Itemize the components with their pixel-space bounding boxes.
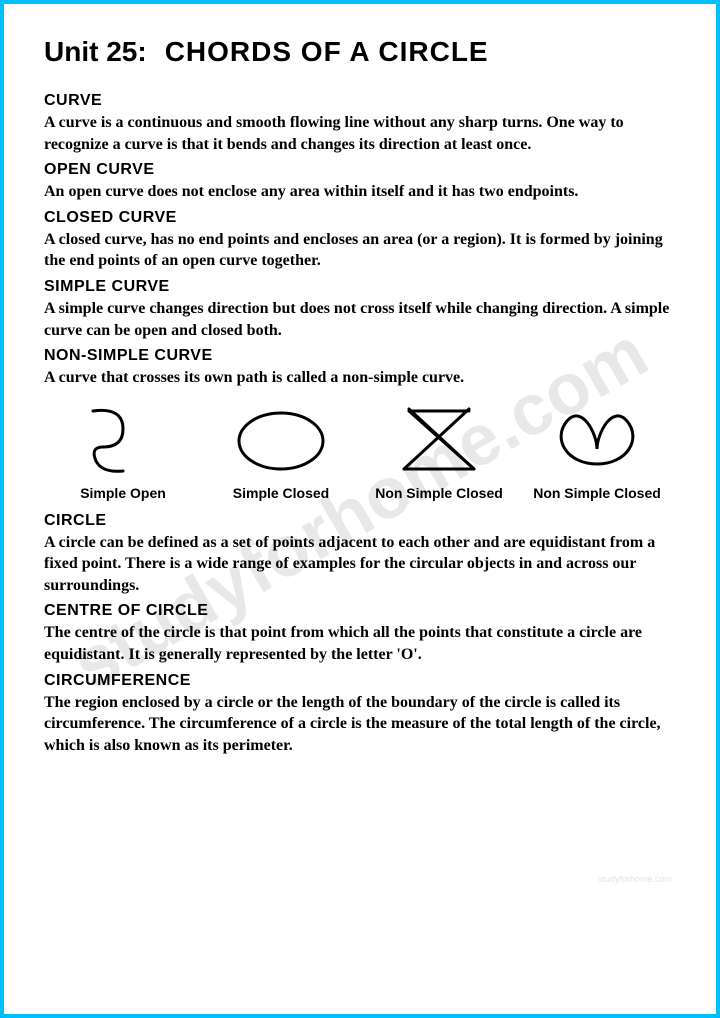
section-non-simple-curve: NON-SIMPLE CURVE A curve that crosses it… [44,347,676,389]
text-circle: A circle can be defined as a set of poin… [44,532,676,597]
small-watermark: studyforhome.com [598,874,672,884]
curve-label-non-simple-2: Non Simple Closed [533,485,661,502]
heading-simple-curve: SIMPLE CURVE [44,278,676,296]
non-simple-closed-loop-icon [542,399,652,479]
simple-open-icon [68,399,178,479]
text-centre: The centre of the circle is that point f… [44,622,676,665]
section-centre-of-circle: CENTRE OF CIRCLE The centre of the circl… [44,602,676,665]
section-curve: CURVE A curve is a continuous and smooth… [44,92,676,155]
heading-closed-curve: CLOSED CURVE [44,209,676,227]
text-curve: A curve is a continuous and smooth flowi… [44,112,676,155]
document-page: studyforhome.com studyforhome.com Unit 2… [0,0,720,1018]
text-open-curve: An open curve does not enclose any area … [44,181,676,203]
curve-simple-open: Simple Open [53,399,193,502]
section-open-curve: OPEN CURVE An open curve does not enclos… [44,161,676,203]
heading-open-curve: OPEN CURVE [44,161,676,179]
text-non-simple-curve: A curve that crosses its own path is cal… [44,367,676,389]
text-simple-curve: A simple curve changes direction but doe… [44,298,676,341]
heading-centre: CENTRE OF CIRCLE [44,602,676,620]
section-circumference: CIRCUMFERENCE The region enclosed by a c… [44,672,676,757]
heading-circle: CIRCLE [44,512,676,530]
heading-curve: CURVE [44,92,676,110]
unit-label: Unit 25: [44,36,147,68]
curve-non-simple-closed-1: Non Simple Closed [369,399,509,502]
heading-non-simple-curve: NON-SIMPLE CURVE [44,347,676,365]
title-row: Unit 25: CHORDS OF A CIRCLE [44,36,676,68]
curves-diagram-row: Simple Open Simple Closed Non Simple Clo… [44,399,676,502]
section-closed-curve: CLOSED CURVE A closed curve, has no end … [44,209,676,272]
main-title: CHORDS OF A CIRCLE [165,36,489,68]
section-circle: CIRCLE A circle can be defined as a set … [44,512,676,597]
curve-label-simple-closed: Simple Closed [233,485,329,502]
curve-label-simple-open: Simple Open [80,485,166,502]
curve-non-simple-closed-2: Non Simple Closed [527,399,667,502]
heading-circumference: CIRCUMFERENCE [44,672,676,690]
simple-closed-icon [226,399,336,479]
curve-label-non-simple-1: Non Simple Closed [375,485,503,502]
text-circumference: The region enclosed by a circle or the l… [44,692,676,757]
text-closed-curve: A closed curve, has no end points and en… [44,229,676,272]
non-simple-closed-triangle-icon [384,399,494,479]
curve-simple-closed: Simple Closed [211,399,351,502]
section-simple-curve: SIMPLE CURVE A simple curve changes dire… [44,278,676,341]
